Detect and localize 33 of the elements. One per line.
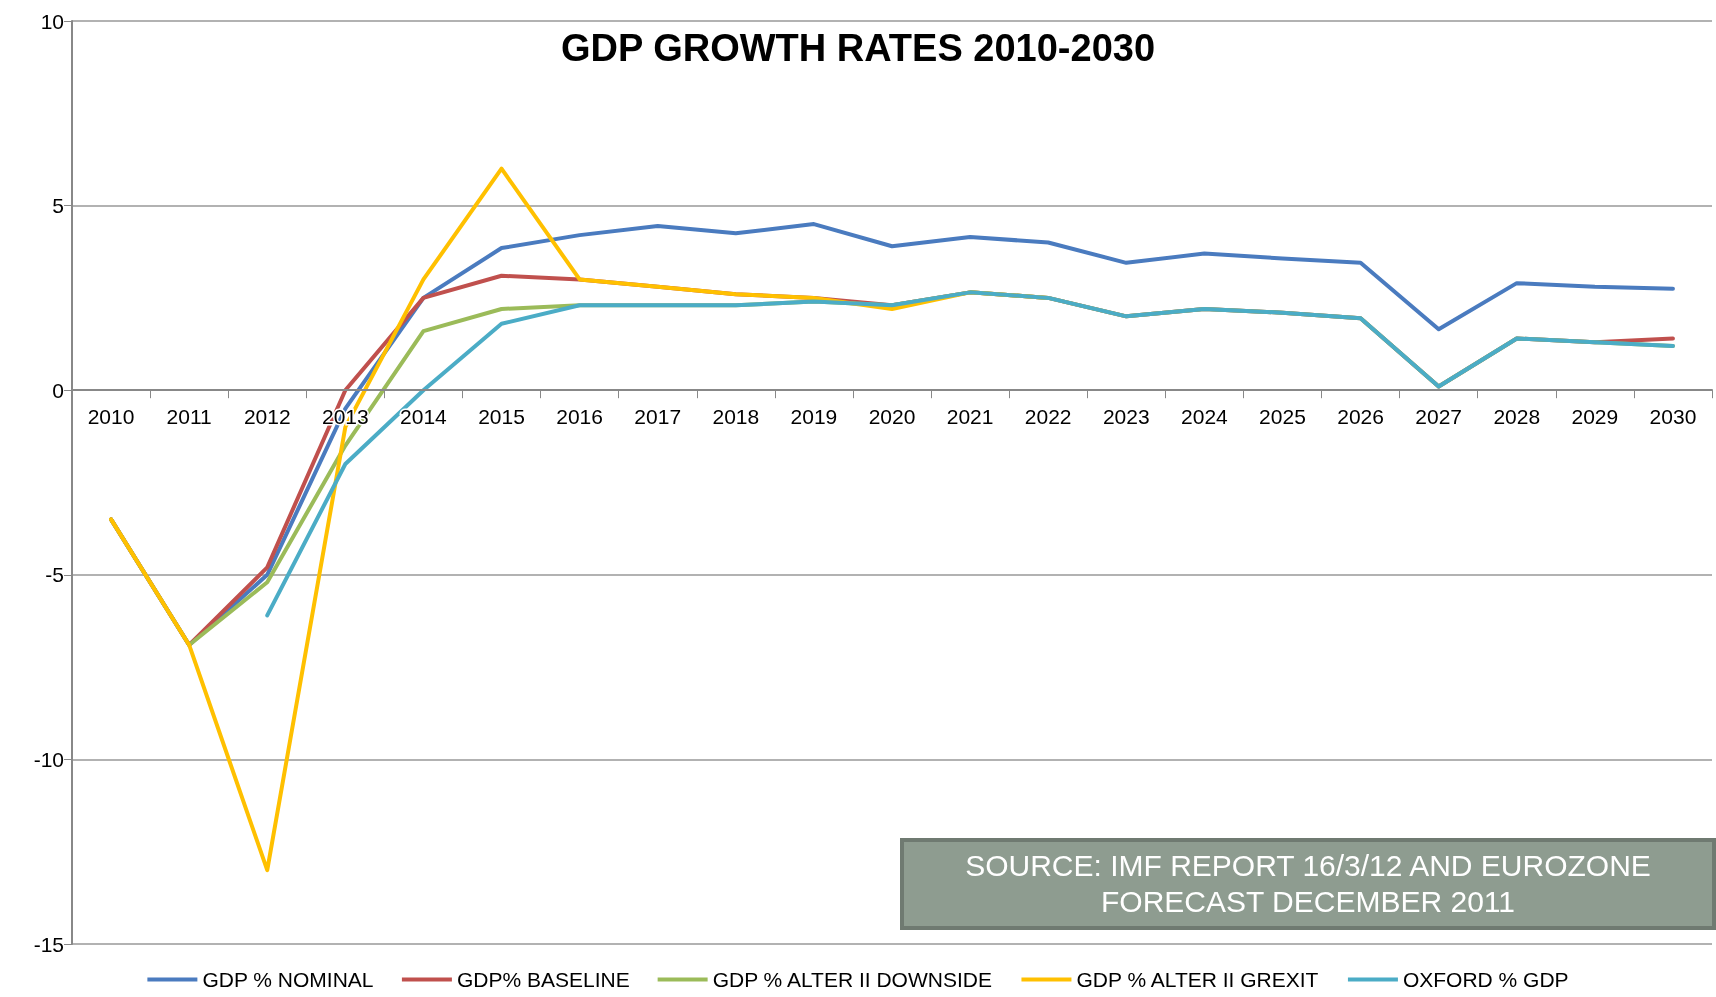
chart-title: GDP GROWTH RATES 2010-2030: [560, 27, 1156, 69]
x-tick-label: 2020: [868, 405, 916, 429]
y-tick-label: -5: [45, 563, 64, 587]
x-tick-label: 2029: [1571, 405, 1619, 429]
y-tick-label: 10: [40, 9, 64, 33]
x-tick-label: 2023: [1102, 405, 1150, 429]
x-tick-label: 2022: [1024, 405, 1072, 429]
legend-label: GDP% BASELINE: [456, 968, 630, 991]
legend-label: GDP % ALTER II DOWNSIDE: [712, 968, 992, 991]
y-tick-label: -10: [33, 747, 64, 771]
x-tick-label: 2012: [243, 405, 291, 429]
x-tick-label: 2017: [634, 405, 682, 429]
x-tick-label: 2027: [1415, 405, 1463, 429]
x-tick-label: 2016: [556, 405, 603, 429]
x-tick-label: 2028: [1493, 405, 1541, 429]
x-tick-label: 2026: [1337, 405, 1384, 429]
x-tick-label: 2011: [166, 405, 212, 429]
x-tick-label: 2024: [1181, 405, 1229, 429]
legend-label: GDP % NOMINAL: [202, 968, 374, 991]
legend-label: OXFORD % GDP: [1402, 968, 1569, 991]
x-tick-label: 2019: [790, 405, 838, 429]
x-tick-label: 2030: [1649, 405, 1697, 429]
x-tick-label: 2015: [478, 405, 525, 429]
legend-label: GDP % ALTER II GREXIT: [1076, 968, 1319, 991]
x-tick-label: 2018: [712, 405, 760, 429]
x-tick-label: 2010: [87, 405, 135, 429]
y-tick-label: -15: [33, 932, 64, 956]
x-tick-label: 2021: [946, 405, 994, 429]
y-tick-label: 0: [52, 378, 64, 402]
y-tick-label: 5: [52, 194, 64, 218]
x-tick-label: 2025: [1259, 405, 1306, 429]
note-box: SOURCE: IMF REPORT 16/3/12 AND EUROZONE FORECAST DECEMBER 2011: [900, 838, 1716, 930]
x-tick-label: 2014: [400, 405, 448, 429]
